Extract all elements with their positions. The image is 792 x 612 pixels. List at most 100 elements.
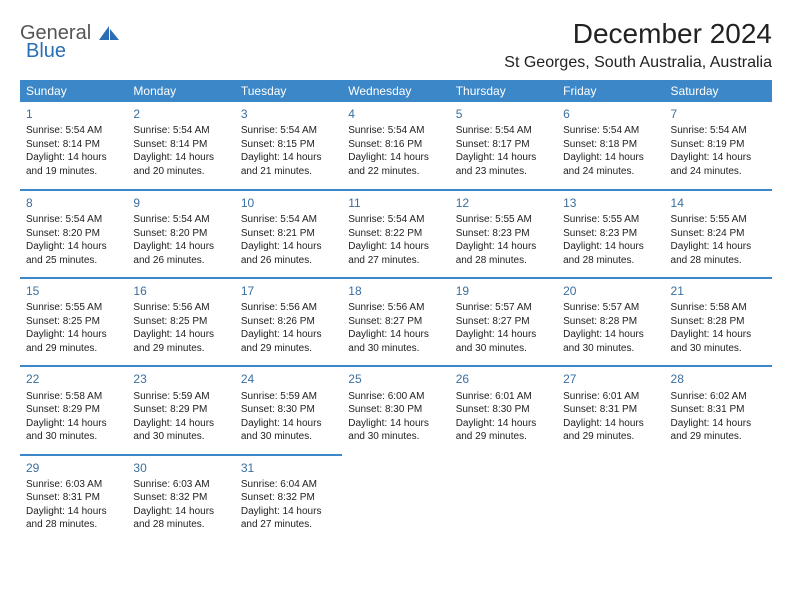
sunset-line: Sunset: 8:25 PM <box>133 315 228 329</box>
calendar-cell: 6Sunrise: 5:54 AMSunset: 8:18 PMDaylight… <box>557 102 664 190</box>
brand-logo: General Blue <box>20 18 121 60</box>
sunrise-line: Sunrise: 5:56 AM <box>133 301 228 315</box>
day-number: 31 <box>241 460 336 476</box>
sunset-line: Sunset: 8:25 PM <box>26 315 121 329</box>
daylight-line: Daylight: 14 hours and 30 minutes. <box>563 328 658 355</box>
calendar-table: SundayMondayTuesdayWednesdayThursdayFrid… <box>20 80 772 543</box>
daylight-line: Daylight: 14 hours and 29 minutes. <box>671 417 766 444</box>
calendar-cell: 3Sunrise: 5:54 AMSunset: 8:15 PMDaylight… <box>235 102 342 190</box>
day-number: 26 <box>456 371 551 387</box>
sunrise-line: Sunrise: 5:57 AM <box>563 301 658 315</box>
sunrise-line: Sunrise: 6:04 AM <box>241 478 336 492</box>
calendar-cell: 25 Sunrise: 6:00 AMSunset: 8:30 PMDayligh… <box>342 366 449 454</box>
day-number: 30 <box>133 460 228 476</box>
calendar-week: 15Sunrise: 5:55 AMSunset: 8:25 PMDayligh… <box>20 278 772 366</box>
day-number: 13 <box>563 195 658 211</box>
calendar-page: General Blue December 2024 St Georges, S… <box>0 0 792 543</box>
calendar-cell: 5 Sunrise: 5:54 AMSunset: 8:17 PMDaylight… <box>450 102 557 190</box>
day-number: 8 <box>26 195 121 211</box>
sunrise-line: Sunrise: 5:54 AM <box>133 213 228 227</box>
sunrise-line: Sunrise: 5:54 AM <box>456 124 551 138</box>
daylight-line: Daylight: 14 hours and 28 minutes. <box>671 240 766 267</box>
sunset-line: Sunset: 8:31 PM <box>26 491 121 505</box>
daylight-line: Daylight: 14 hours and 23 minutes. <box>456 151 551 178</box>
day-header: Thursday <box>450 80 557 102</box>
sunrise-line: Sunrise: 5:56 AM <box>348 301 443 315</box>
day-number: 12 <box>456 195 551 211</box>
sunset-line: Sunset: 8:18 PM <box>563 138 658 152</box>
calendar-cell: 30Sunrise: 6:03 AMSunset: 8:32 PMDayligh… <box>127 455 234 543</box>
day-number: 25 <box>348 371 443 387</box>
daylight-line: Daylight: 14 hours and 29 minutes. <box>456 417 551 444</box>
calendar-week: 8Sunrise: 5:54 AMSunset: 8:20 PMDaylight… <box>20 190 772 278</box>
sunrise-line: Sunrise: 5:54 AM <box>563 124 658 138</box>
day-number: 14 <box>671 195 766 211</box>
day-number: 18 <box>348 283 443 299</box>
day-header: Sunday <box>20 80 127 102</box>
sunrise-line: Sunrise: 6:00 AM <box>348 390 443 404</box>
sunset-line: Sunset: 8:15 PM <box>241 138 336 152</box>
calendar-cell <box>450 455 557 543</box>
sunset-line: Sunset: 8:16 PM <box>348 138 443 152</box>
day-number: 10 <box>241 195 336 211</box>
calendar-cell: 31Sunrise: 6:04 AMSunset: 8:32 PMDayligh… <box>235 455 342 543</box>
sunrise-line: Sunrise: 5:59 AM <box>241 390 336 404</box>
sunset-line: Sunset: 8:26 PM <box>241 315 336 329</box>
sunset-line: Sunset: 8:23 PM <box>456 227 551 241</box>
day-number: 5 <box>456 106 551 122</box>
daylight-line: Daylight: 14 hours and 28 minutes. <box>133 505 228 532</box>
day-number: 24 <box>241 371 336 387</box>
daylight-line: Daylight: 14 hours and 26 minutes. <box>133 240 228 267</box>
sunset-line: Sunset: 8:30 PM <box>456 403 551 417</box>
day-number: 19 <box>456 283 551 299</box>
sunset-line: Sunset: 8:30 PM <box>348 403 443 417</box>
sunset-line: Sunset: 8:24 PM <box>671 227 766 241</box>
daylight-line: Daylight: 14 hours and 22 minutes. <box>348 151 443 178</box>
daylight-line: Daylight: 14 hours and 26 minutes. <box>241 240 336 267</box>
day-number: 7 <box>671 106 766 122</box>
daylight-line: Daylight: 14 hours and 30 minutes. <box>348 417 443 444</box>
sunrise-line: Sunrise: 5:54 AM <box>26 213 121 227</box>
sunrise-line: Sunrise: 5:56 AM <box>241 301 336 315</box>
daylight-line: Daylight: 14 hours and 27 minutes. <box>348 240 443 267</box>
day-number: 22 <box>26 371 121 387</box>
day-number: 3 <box>241 106 336 122</box>
sunset-line: Sunset: 8:14 PM <box>26 138 121 152</box>
daylight-line: Daylight: 14 hours and 29 minutes. <box>133 328 228 355</box>
day-header: Saturday <box>665 80 772 102</box>
sunset-line: Sunset: 8:22 PM <box>348 227 443 241</box>
calendar-cell: 23Sunrise: 5:59 AMSunset: 8:29 PMDayligh… <box>127 366 234 454</box>
daylight-line: Daylight: 14 hours and 27 minutes. <box>241 505 336 532</box>
sail-icon <box>97 24 121 42</box>
title-location: St Georges, South Australia, Australia <box>504 54 772 72</box>
sunrise-line: Sunrise: 6:03 AM <box>26 478 121 492</box>
calendar-cell: 1Sunrise: 5:54 AMSunset: 8:14 PMDaylight… <box>20 102 127 190</box>
calendar-cell: 26Sunrise: 6:01 AMSunset: 8:30 PMDayligh… <box>450 366 557 454</box>
calendar-cell <box>342 455 449 543</box>
sunrise-line: Sunrise: 5:54 AM <box>26 124 121 138</box>
sunrise-line: Sunrise: 6:02 AM <box>671 390 766 404</box>
daylight-line: Daylight: 14 hours and 29 minutes. <box>241 328 336 355</box>
daylight-line: Daylight: 14 hours and 19 minutes. <box>26 151 121 178</box>
day-number: 21 <box>671 283 766 299</box>
sunrise-line: Sunrise: 5:54 AM <box>241 213 336 227</box>
daylight-line: Daylight: 14 hours and 30 minutes. <box>133 417 228 444</box>
day-number: 28 <box>671 371 766 387</box>
calendar-cell: 8Sunrise: 5:54 AMSunset: 8:20 PMDaylight… <box>20 190 127 278</box>
calendar-cell: 13Sunrise: 5:55 AMSunset: 8:23 PMDayligh… <box>557 190 664 278</box>
day-number: 27 <box>563 371 658 387</box>
calendar-cell: 27Sunrise: 6:01 AMSunset: 8:31 PMDayligh… <box>557 366 664 454</box>
daylight-line: Daylight: 14 hours and 25 minutes. <box>26 240 121 267</box>
calendar-week: 1Sunrise: 5:54 AMSunset: 8:14 PMDaylight… <box>20 102 772 190</box>
sunset-line: Sunset: 8:27 PM <box>348 315 443 329</box>
sunset-line: Sunset: 8:17 PM <box>456 138 551 152</box>
daylight-line: Daylight: 14 hours and 28 minutes. <box>26 505 121 532</box>
day-number: 6 <box>563 106 658 122</box>
sunrise-line: Sunrise: 5:55 AM <box>563 213 658 227</box>
sunset-line: Sunset: 8:31 PM <box>671 403 766 417</box>
sunrise-line: Sunrise: 5:58 AM <box>26 390 121 404</box>
daylight-line: Daylight: 14 hours and 29 minutes. <box>26 328 121 355</box>
sunrise-line: Sunrise: 5:54 AM <box>671 124 766 138</box>
calendar-cell: 28 Sunrise: 6:02 AMSunset: 8:31 PMDayligh… <box>665 366 772 454</box>
sunset-line: Sunset: 8:20 PM <box>133 227 228 241</box>
